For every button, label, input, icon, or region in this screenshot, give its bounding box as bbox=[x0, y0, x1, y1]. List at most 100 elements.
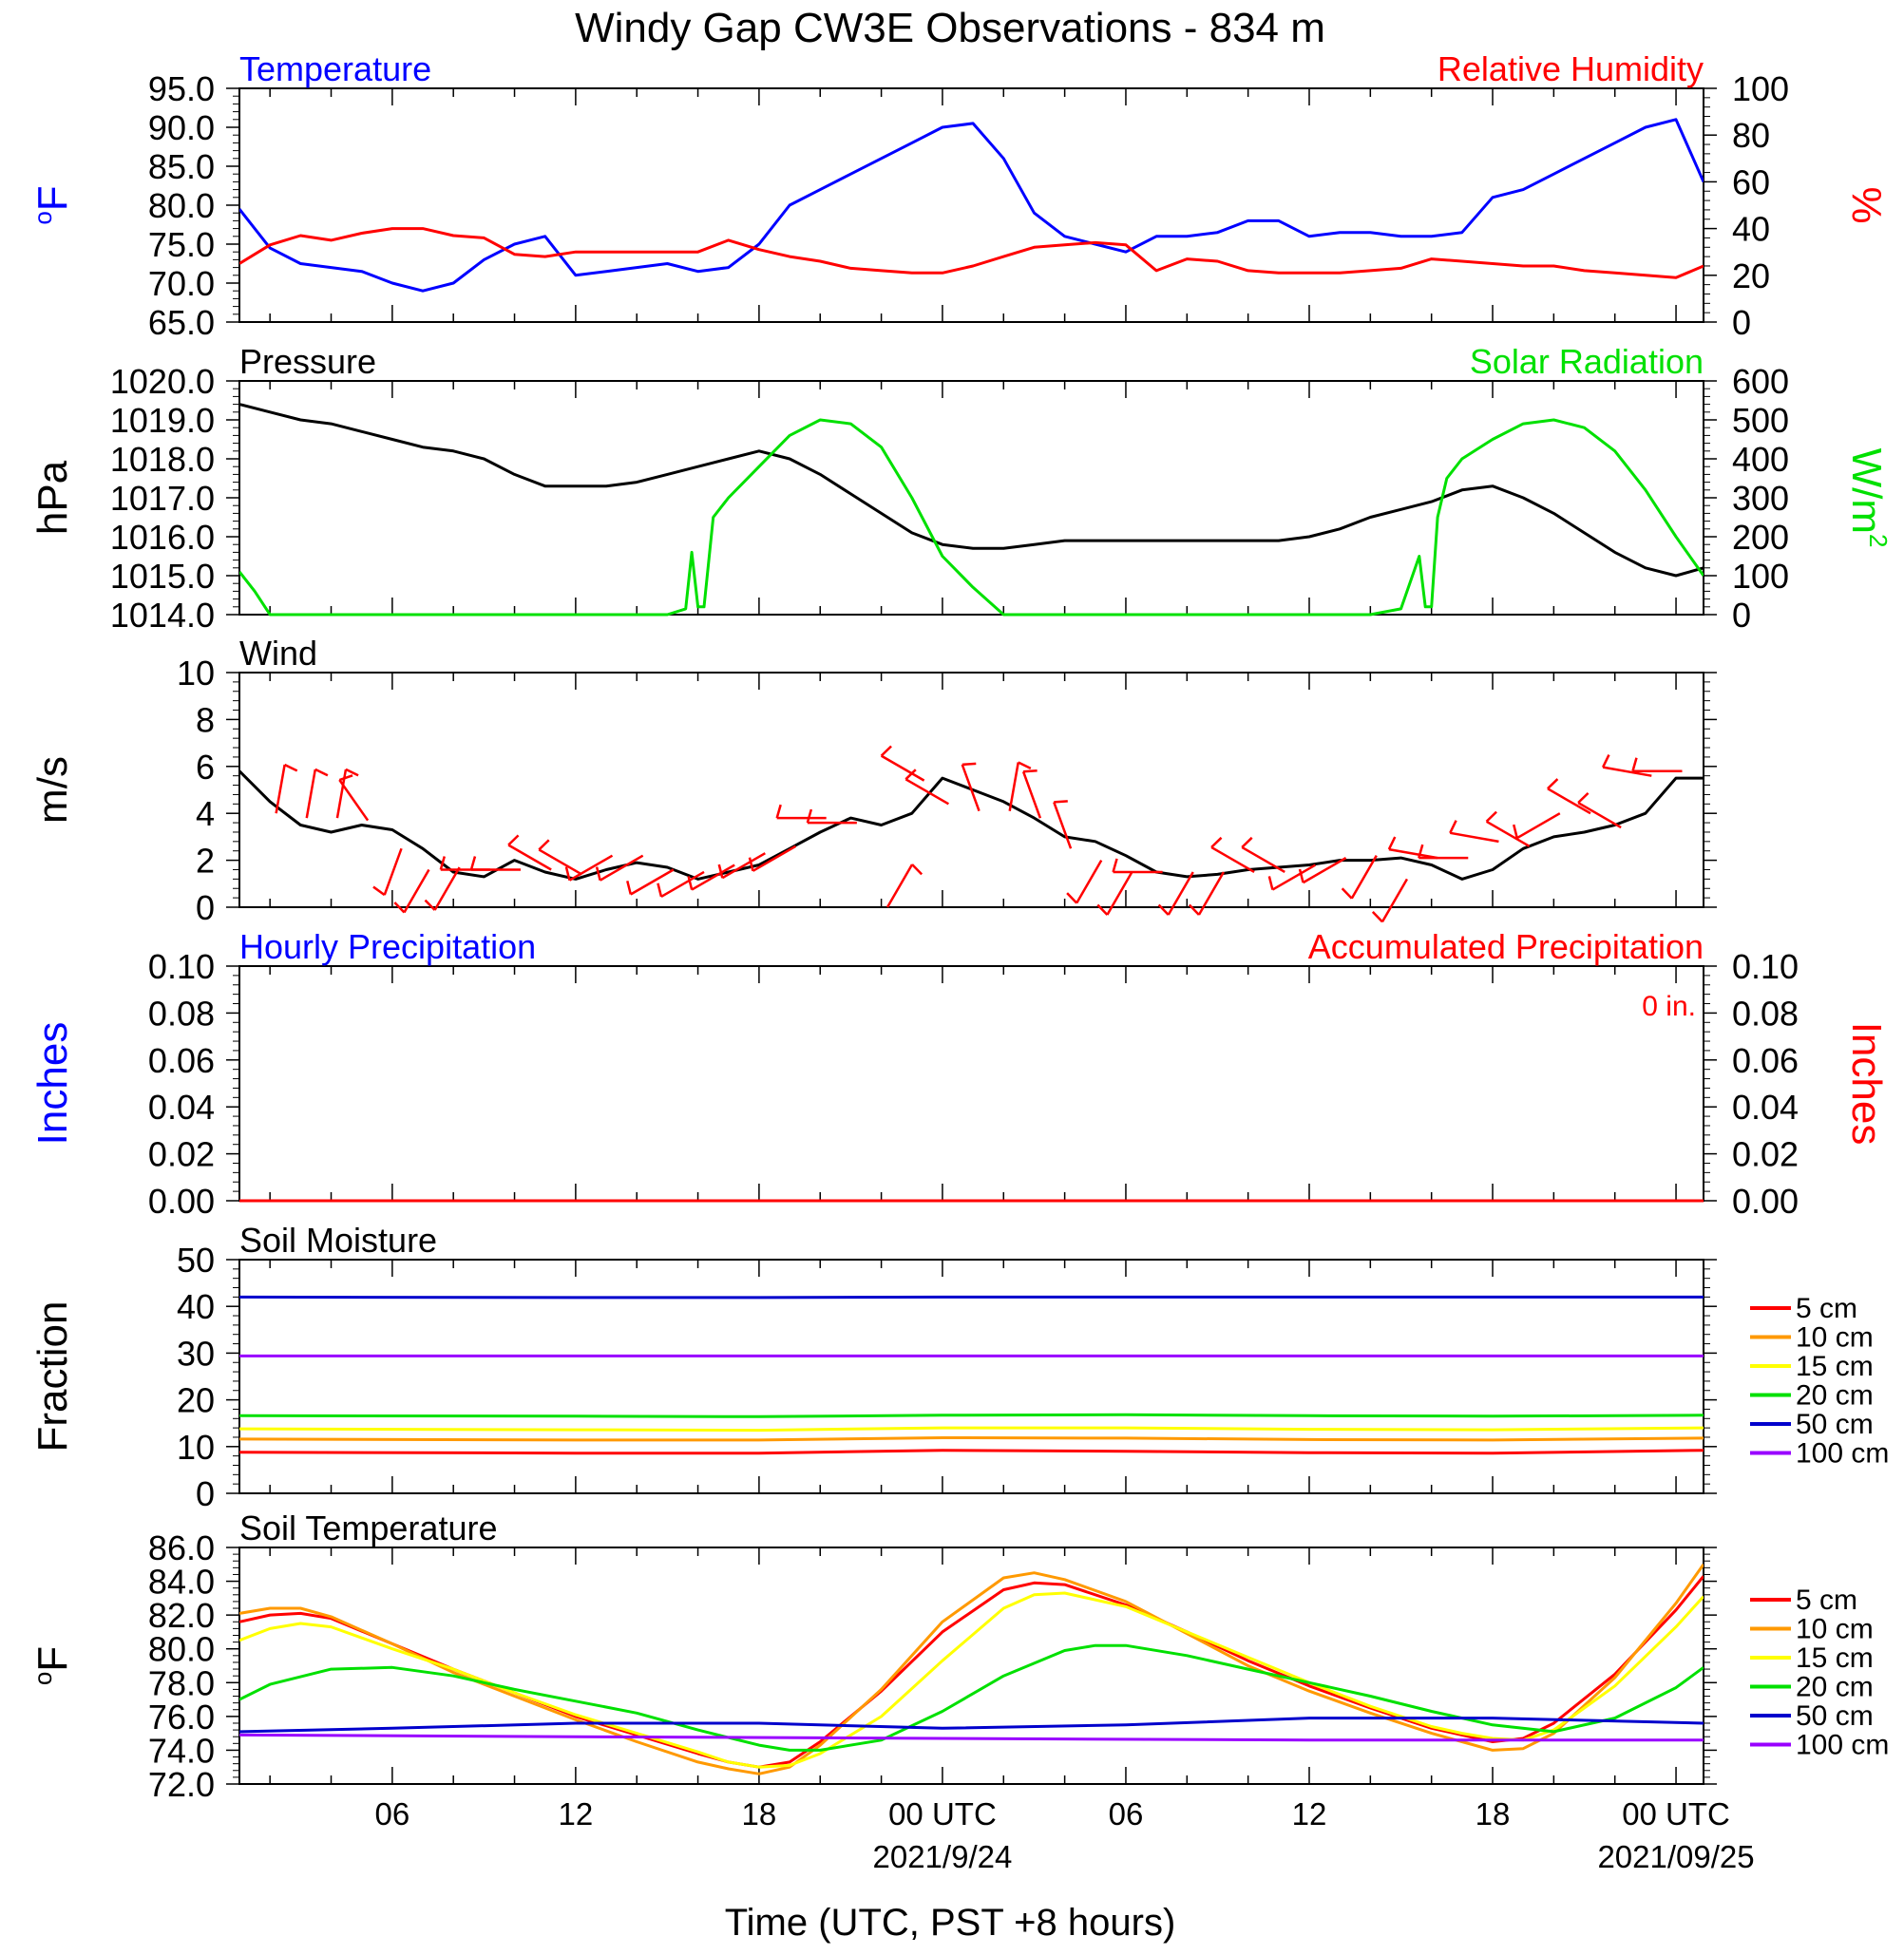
wind-barb bbox=[275, 764, 286, 814]
y-tick-label-right: 200 bbox=[1732, 518, 1789, 557]
y-tick-label-left: 20 bbox=[177, 1381, 215, 1420]
y-axis-label-right: % bbox=[1843, 186, 1890, 223]
y-axis-label-right: W/m2 bbox=[1843, 448, 1893, 548]
wind-barb-flag bbox=[393, 902, 406, 914]
y-tick-label-left: 70.0 bbox=[148, 264, 215, 303]
y-tick-label-left: 78.0 bbox=[148, 1663, 215, 1702]
panel-title-right: Solar Radiation bbox=[1470, 342, 1704, 381]
wind-barb-flag bbox=[1601, 754, 1610, 769]
wind-barb bbox=[630, 868, 675, 896]
wind-barb bbox=[1302, 857, 1347, 884]
wind-barb-flag bbox=[564, 866, 571, 881]
x-tick-label: 00 UTC bbox=[1622, 1796, 1730, 1832]
y-tick-label-right: 80 bbox=[1732, 116, 1770, 155]
series-line-50-cm bbox=[239, 1717, 1704, 1734]
legend-label: 100 cm bbox=[1796, 1438, 1889, 1470]
wind-barb-flag bbox=[880, 745, 892, 757]
y-tick-label-left: 0 bbox=[196, 888, 215, 927]
wind-barb bbox=[752, 845, 797, 872]
degree-symbol: o bbox=[29, 1672, 57, 1685]
y-tick-label-right: 100 bbox=[1732, 69, 1789, 108]
y-tick-label-left: 6 bbox=[196, 748, 215, 787]
x-date-label: 2021/09/25 bbox=[1597, 1839, 1754, 1874]
wind-barb-flag bbox=[1547, 778, 1559, 790]
plot-frame bbox=[238, 965, 1704, 1202]
wind-barb-flag bbox=[1449, 820, 1457, 834]
wind-barb-flag bbox=[687, 876, 694, 890]
wind-barb-flag bbox=[1341, 887, 1353, 900]
y-axis-label-left: oF bbox=[29, 185, 76, 224]
wind-barb-flag bbox=[1054, 800, 1068, 804]
y-tick-label-left: 0.10 bbox=[148, 947, 215, 986]
y-tick-label-left: 10 bbox=[177, 1428, 215, 1467]
y-tick-label-left: 40 bbox=[177, 1287, 215, 1326]
x-tick-label: 12 bbox=[1292, 1796, 1327, 1832]
panel-title-left: Soil Temperature bbox=[239, 1509, 497, 1547]
wind-barb-flag bbox=[1418, 844, 1424, 859]
panel-title-left: Pressure bbox=[239, 342, 376, 381]
unit-text: W/m bbox=[1843, 448, 1890, 534]
y-tick-label-left: 1017.0 bbox=[110, 479, 215, 518]
y-tick-label-right: 100 bbox=[1732, 557, 1789, 596]
wind-barb bbox=[1167, 871, 1194, 916]
y-tick-label-left: 0 bbox=[196, 1474, 215, 1513]
x-tick-label: 18 bbox=[1476, 1796, 1511, 1832]
y-tick-label-left: 0.08 bbox=[148, 994, 215, 1033]
x-tick-label: 18 bbox=[742, 1796, 777, 1832]
y-tick-label-left: 86.0 bbox=[148, 1528, 215, 1567]
wind-barb-flag bbox=[1096, 903, 1109, 916]
wind-barb-flag bbox=[538, 839, 550, 851]
figure-title: Windy Gap CW3E Observations - 834 m bbox=[575, 5, 1325, 51]
legend-label: 50 cm bbox=[1796, 1409, 1874, 1440]
legend-label: 15 cm bbox=[1796, 1351, 1874, 1382]
wind-barb bbox=[961, 764, 981, 812]
panel-wind: 10 8 6 4 2 0 Wind m/s bbox=[29, 634, 1717, 927]
y-tick-label-left: 75.0 bbox=[148, 225, 215, 264]
y-axis-label-right: Inches bbox=[1843, 1022, 1890, 1146]
series-line-20-cm bbox=[239, 1643, 1704, 1752]
series-line-15-cm bbox=[239, 1426, 1704, 1433]
unit-letter: F bbox=[29, 185, 76, 211]
x-tick-label: 06 bbox=[374, 1796, 409, 1832]
y-tick-label-right: 400 bbox=[1732, 440, 1789, 479]
legend-label: 100 cm bbox=[1796, 1730, 1889, 1761]
series-line-5-cm bbox=[239, 1449, 1704, 1455]
y-axis-label-left: Inches bbox=[29, 1022, 76, 1146]
y-tick-label-right: 0.04 bbox=[1732, 1088, 1799, 1127]
wind-barb-flag bbox=[806, 808, 813, 824]
y-tick-label-left: 10 bbox=[177, 654, 215, 693]
wind-barb bbox=[335, 769, 348, 819]
series-line-black bbox=[239, 403, 1704, 578]
y-tick-label-left: 1015.0 bbox=[110, 557, 215, 596]
legend-label: 20 cm bbox=[1796, 1380, 1874, 1412]
wind-barbs bbox=[275, 745, 1683, 923]
wind-barb bbox=[1350, 855, 1378, 900]
x-date-label: 2021/9/24 bbox=[873, 1839, 1013, 1874]
y-tick-label-left: 74.0 bbox=[148, 1731, 215, 1770]
y-tick-label-left: 90.0 bbox=[148, 108, 215, 147]
wind-barb bbox=[1008, 762, 1019, 811]
superscript: 2 bbox=[1864, 534, 1893, 547]
wind-barb bbox=[1380, 878, 1409, 923]
wind-barb-flag bbox=[284, 763, 298, 772]
wind-barb-flag bbox=[1387, 836, 1397, 850]
y-tick-label-right: 20 bbox=[1732, 256, 1770, 295]
x-tick-label: 00 UTC bbox=[888, 1796, 997, 1832]
series-line-50-cm bbox=[239, 1295, 1704, 1300]
wind-barb-flag bbox=[962, 762, 977, 767]
y-tick-label-right: 0.06 bbox=[1732, 1041, 1799, 1080]
wind-barb bbox=[880, 754, 925, 782]
wind-barb-flag bbox=[1157, 903, 1170, 916]
y-tick-label-left: 8 bbox=[196, 700, 215, 739]
legend-label: 5 cm bbox=[1796, 1293, 1857, 1324]
wind-barb bbox=[1485, 820, 1531, 847]
wind-barb bbox=[1547, 788, 1591, 815]
y-tick-label-left: 1016.0 bbox=[110, 518, 215, 557]
legend-label: 20 cm bbox=[1796, 1672, 1874, 1703]
series-line-10-cm bbox=[239, 1563, 1704, 1775]
y-tick-label-right: 0 bbox=[1732, 596, 1751, 635]
wind-barb-flag bbox=[372, 885, 386, 897]
wind-barb bbox=[1210, 845, 1255, 874]
y-tick-label-left: 95.0 bbox=[148, 69, 215, 108]
